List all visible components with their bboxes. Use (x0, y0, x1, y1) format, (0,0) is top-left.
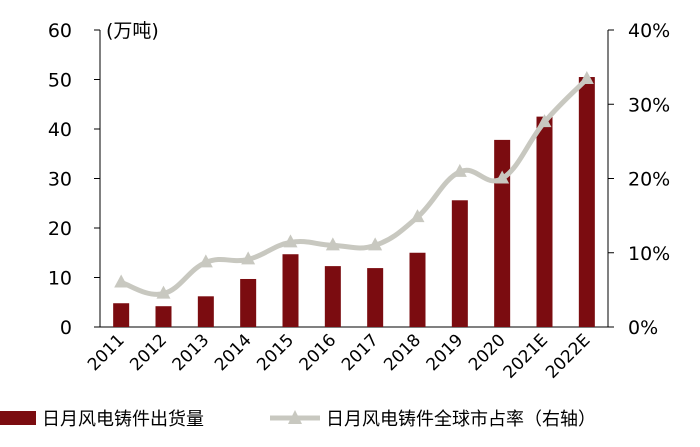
right-tick-label: 40% (628, 20, 670, 42)
right-tick-label: 10% (628, 243, 670, 265)
legend-bar-swatch (0, 411, 36, 425)
left-tick-label: 10 (48, 268, 72, 290)
bar (367, 268, 384, 327)
x-tick-label: 2019 (423, 330, 468, 375)
x-tick-label: 2018 (380, 330, 425, 375)
line-point (410, 209, 425, 223)
bar (155, 306, 172, 327)
left-tick-label: 50 (48, 70, 72, 92)
right-tick-label: 20% (628, 169, 670, 191)
bar (451, 200, 468, 327)
line-point (114, 274, 129, 288)
line-point (198, 254, 213, 268)
bar (197, 296, 214, 327)
bar-series (113, 77, 595, 328)
legend-line-marker (288, 410, 302, 424)
unit-label: (万吨) (106, 20, 159, 42)
left-tick-label: 60 (48, 20, 72, 42)
bar (113, 303, 130, 327)
line-point (537, 114, 552, 128)
line-point (283, 234, 298, 248)
line-point (325, 237, 340, 251)
x-tick-label: 2011 (84, 330, 129, 375)
line-point (495, 170, 510, 184)
tick-labels: 01020304050600%10%20%30%40%2011201220132… (48, 20, 670, 383)
x-tick-label: 2016 (296, 330, 341, 375)
x-tick-label: 2015 (253, 330, 298, 375)
x-tick-label: 2014 (211, 330, 256, 375)
line-point (156, 285, 171, 299)
axes (94, 29, 614, 328)
bar (282, 254, 299, 327)
right-tick-label: 0% (628, 317, 658, 339)
legend-line-label: 日月风电铸件全球市占率（右轴） (326, 409, 596, 430)
x-tick-label: 2022E (542, 330, 594, 382)
left-tick-label: 20 (48, 218, 72, 240)
line-point (368, 237, 383, 251)
legend-bar-label: 日月风电铸件出货量 (42, 409, 204, 430)
legend: 日月风电铸件出货量 日月风电铸件全球市占率（右轴） (0, 409, 596, 430)
bar (240, 278, 257, 327)
bar (494, 139, 511, 327)
x-tick-label: 2017 (338, 330, 383, 375)
x-tick-label: 2021E (500, 330, 552, 382)
line-series (114, 71, 594, 299)
left-tick-label: 40 (48, 119, 72, 141)
line-point (452, 163, 467, 177)
right-tick-label: 30% (628, 94, 670, 116)
bar (409, 252, 426, 327)
x-tick-label: 2013 (169, 330, 214, 375)
x-tick-label: 2012 (126, 330, 171, 375)
bar (324, 266, 341, 327)
left-tick-label: 0 (60, 317, 72, 339)
bar (578, 77, 595, 328)
share-line (120, 77, 589, 297)
left-tick-label: 30 (48, 169, 72, 191)
line-point (241, 251, 256, 265)
line-point (579, 71, 594, 85)
bar (536, 116, 553, 327)
